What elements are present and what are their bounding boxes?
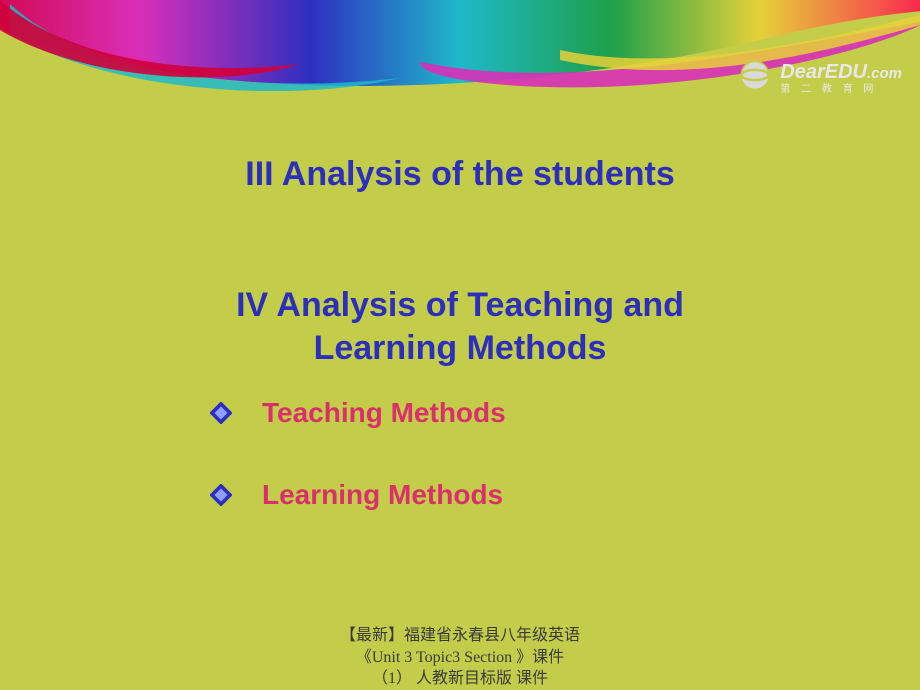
heading-section-4-line2: Learning Methods (314, 329, 607, 367)
footer-line-2: 《Unit 3 Topic3 Section 》课件 (0, 647, 920, 669)
brand-name: DearEDU (780, 61, 867, 83)
header-brush-decoration (0, 0, 920, 120)
footer-line-3: （1） 人教新目标版 课件 (0, 668, 920, 690)
diamond-bullet-icon (210, 484, 232, 506)
list-item: Teaching Methods (210, 397, 920, 429)
list-item: Learning Methods (210, 479, 920, 511)
brand-subtitle: 第 二 教 育 网 (780, 85, 902, 96)
heading-section-4: IV Analysis of Teaching and Learning Met… (0, 284, 920, 369)
footer-line-1: 【最新】福建省永春县八年级英语 (0, 625, 920, 647)
heading-section-3: III Analysis of the students (0, 155, 920, 194)
list-item-label: Learning Methods (262, 479, 503, 511)
method-list: Teaching Methods Learning Methods (0, 397, 920, 511)
slide-footer: 【最新】福建省永春县八年级英语 《Unit 3 Topic3 Section 》… (0, 625, 920, 690)
slide: DearEDU.com 第 二 教 育 网 III Analysis of th… (0, 0, 920, 690)
brand-logo: DearEDU.com 第 二 教 育 网 (780, 62, 902, 96)
globe-icon (738, 58, 772, 92)
diamond-bullet-icon (210, 402, 232, 424)
heading-section-4-line1: IV Analysis of Teaching and (236, 286, 684, 324)
list-item-label: Teaching Methods (262, 397, 506, 429)
slide-content: III Analysis of the students IV Analysis… (0, 155, 920, 561)
brand-tld: .com (867, 65, 902, 82)
